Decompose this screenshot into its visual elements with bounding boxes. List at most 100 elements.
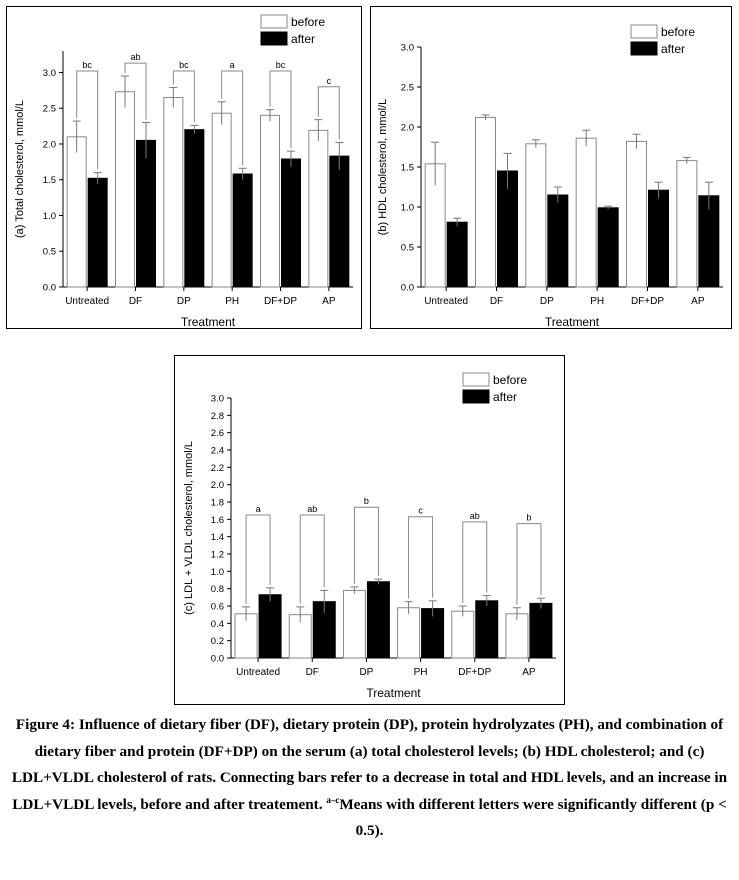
bar-after (184, 129, 205, 288)
plot-area: 0.0 0.2 0.4 0.6 0.8 1.0 1.2 1.4 1.6 1.8 2.0 2.2 2.4 2… (183, 372, 556, 700)
legend-label-after: after (661, 42, 685, 56)
bar-after (475, 600, 499, 659)
plot-area: 0.0 0.5 1.0 1.5 2.0 2.5 3.0 (a) Total cholester… (14, 14, 353, 329)
y-tick-label: 0.0 (43, 283, 56, 294)
x-tick-label: DF+DP (631, 296, 664, 307)
bar-before (475, 116, 496, 288)
significance-letter: bc (276, 60, 286, 70)
y-tick-label: 1.0 (211, 567, 224, 578)
y-tick-label: 0.4 (211, 619, 224, 630)
legend-label-after: after (493, 390, 517, 404)
y-tick-label: 1.2 (211, 550, 224, 561)
x-tick-label: DF+DP (458, 667, 491, 678)
x-tick-label: Untreated (65, 296, 109, 307)
significance-letter: b (526, 513, 531, 523)
y-tick-label: 0.0 (401, 283, 414, 294)
legend-label-before: before (661, 25, 695, 39)
y-axis-label: (b) HDL cholesterol, mmol/L (377, 99, 389, 236)
legend-swatch-after (260, 31, 288, 46)
legend-swatch-before (260, 14, 288, 29)
legend-swatch-before (462, 372, 490, 387)
y-tick-label: 2.0 (43, 139, 56, 150)
significance-bracket (124, 62, 147, 120)
bar-before (676, 160, 698, 288)
chart-c: 0.0 0.2 0.4 0.6 0.8 1.0 1.2 1.4 1.6 1.8 2.0 2.2 2.4 2… (183, 372, 556, 700)
significance-bracket (317, 86, 340, 140)
y-tick-label: 1.4 (211, 532, 224, 543)
y-tick-label: 3.0 (401, 43, 414, 54)
significance-letter: c (327, 76, 332, 86)
bar-before (342, 589, 366, 659)
y-tick-label: 2.0 (211, 480, 224, 491)
y-tick-label: 2.8 (211, 411, 224, 422)
figure-caption: Figure 4: Influence of dietary fiber (DF… (6, 712, 733, 876)
significance-bracket (299, 514, 325, 604)
legend-label-before: before (291, 15, 325, 29)
significance-bracket (172, 70, 195, 123)
bar-before (451, 610, 475, 659)
significance-bracket (269, 70, 292, 149)
significance-bracket (221, 70, 244, 166)
bar-after (87, 177, 108, 288)
bar-before (575, 137, 597, 288)
chart-panel-c: 0.0 0.2 0.4 0.6 0.8 1.0 1.2 1.4 1.6 1.8 2.0 2.2 2.4 2… (174, 355, 565, 705)
bar-before (260, 114, 280, 288)
x-tick-label: PH (225, 296, 239, 307)
significance-letter: bc (82, 60, 92, 70)
y-tick-label: 0.0 (211, 654, 224, 665)
x-tick-label: AP (691, 296, 705, 307)
y-tick-label: 2.2 (211, 463, 224, 474)
plot-area: 0.0 0.5 1.0 1.5 2.0 2.5 3.0 (b) HDL cholesterol… (377, 24, 723, 329)
y-tick-label: 1.0 (43, 211, 56, 222)
y-tick-label: 2.6 (211, 428, 224, 439)
significance-bracket (408, 516, 434, 599)
x-tick-label: PH (590, 296, 604, 307)
x-axis-label: Treatment (545, 315, 600, 329)
bar-before (211, 112, 232, 288)
x-tick-label: DF (490, 296, 503, 307)
x-tick-label: DF (129, 296, 142, 307)
significance-letter: b (364, 496, 369, 506)
significance-letter: ab (130, 52, 140, 62)
y-tick-label: 2.5 (43, 104, 56, 115)
bar-after (547, 194, 569, 288)
caption-superscript: a–c (326, 794, 340, 805)
x-tick-label: DF+DP (264, 296, 297, 307)
significance-letter: a (230, 60, 235, 70)
bar-after (136, 139, 156, 288)
x-tick-label: Untreated (236, 667, 280, 678)
y-tick-label: 0.5 (401, 243, 414, 254)
x-tick-label: PH (414, 667, 428, 678)
bar-after (329, 155, 350, 288)
bar-after (232, 173, 253, 288)
bar-after (446, 221, 468, 288)
bar-before (163, 96, 184, 288)
caption-main: Figure 4: Influence of dietary fiber (DF… (11, 716, 728, 813)
legend-swatch-after (462, 389, 490, 404)
significance-letter: ab (307, 504, 317, 514)
y-axis-label: (c) LDL + VLDL cholesterol, mmol/L (183, 441, 195, 615)
chart-panel-b: 0.0 0.5 1.0 1.5 2.0 2.5 3.0 (b) HDL cholesterol… (370, 6, 732, 329)
bar-before (308, 129, 329, 288)
significance-letter: a (256, 504, 261, 514)
bar-before (66, 136, 87, 288)
significance-bracket (462, 521, 488, 603)
x-axis-label: Treatment (366, 686, 421, 700)
bar-after (281, 158, 301, 288)
significance-bracket (353, 506, 379, 584)
x-tick-label: DF (306, 667, 319, 678)
bar-before (505, 613, 529, 659)
y-tick-label: 1.0 (401, 203, 414, 214)
significance-letter: bc (179, 60, 189, 70)
legend-label-after: after (291, 32, 315, 46)
y-tick-label: 3.0 (211, 394, 224, 405)
bar-before (115, 91, 135, 288)
x-tick-label: DP (359, 667, 373, 678)
bar-after (698, 195, 720, 288)
x-tick-label: AP (522, 667, 536, 678)
x-tick-label: DP (177, 296, 191, 307)
x-tick-label: AP (322, 296, 336, 307)
x-axis-label: Treatment (181, 315, 236, 329)
y-tick-label: 1.5 (401, 163, 414, 174)
y-axis-label: (a) Total cholesterol, mmol/L (14, 100, 26, 238)
